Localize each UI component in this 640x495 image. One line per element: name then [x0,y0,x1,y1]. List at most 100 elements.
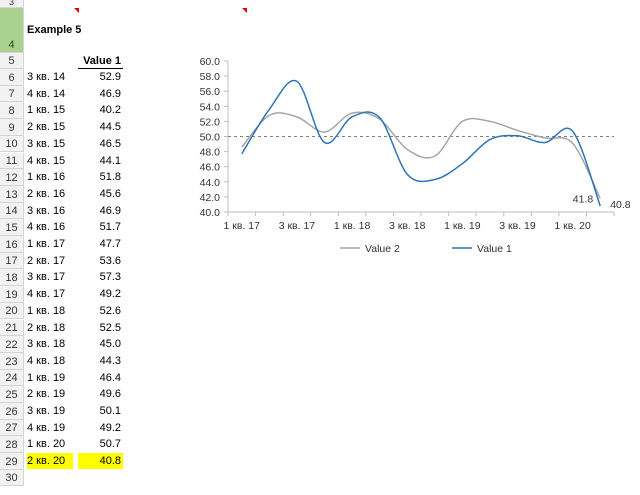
legend-label: Value 1 [477,243,512,255]
period-cell[interactable]: 1 кв. 16 [27,171,66,184]
period-cell[interactable]: 1 кв. 15 [27,104,66,117]
period-cell[interactable]: 4 кв. 15 [27,154,66,167]
period-cell[interactable]: 2 кв. 18 [27,321,66,334]
value-cell[interactable]: 46.4 [99,371,121,384]
y-tick-label: 40.0 [200,207,221,219]
value-cell[interactable]: 40.2 [99,104,121,117]
row-header-25[interactable]: 25 [0,386,24,403]
x-tick-label: 1 кв. 17 [224,220,261,232]
row-header-13[interactable]: 13 [0,185,24,203]
value-cell[interactable]: 46.5 [99,137,121,150]
period-cell[interactable]: 4 кв. 19 [27,421,66,434]
value-cell[interactable]: 44.3 [99,354,121,367]
row-header-10[interactable]: 10 [0,135,24,153]
value-cell[interactable]: 50.1 [99,405,121,417]
y-tick-label: 58.0 [200,71,221,83]
period-cell[interactable]: 2 кв. 20 [27,453,73,470]
row-header-30[interactable]: 30 [0,469,24,487]
row-header-18[interactable]: 18 [0,269,24,287]
value-cell[interactable]: 49.2 [99,288,121,301]
value-cell[interactable]: 44.1 [99,154,121,167]
row-header-15[interactable]: 15 [0,219,24,236]
value-cell[interactable]: 51.8 [99,171,121,184]
period-cell[interactable]: 3 кв. 16 [27,204,66,217]
value-cell[interactable]: 46.9 [99,87,121,100]
period-cell[interactable]: 4 кв. 17 [27,288,66,301]
y-tick-label: 42.0 [200,192,221,204]
comment-indicator[interactable] [242,8,247,13]
value-cell[interactable]: 57.3 [99,271,121,284]
row-header-11[interactable]: 11 [0,152,24,170]
y-tick-label: 54.0 [200,101,221,113]
value-cell[interactable]: 45.0 [99,338,121,351]
y-tick-label: 50.0 [200,132,221,144]
period-cell[interactable]: 2 кв. 17 [27,254,66,267]
row-header-20[interactable]: 20 [0,302,24,320]
value-cell[interactable]: 52.9 [99,71,121,83]
series-line-value-2 [241,111,601,199]
period-cell[interactable]: 1 кв. 17 [27,238,66,250]
row-header-28[interactable]: 28 [0,436,24,454]
row-header-23[interactable]: 23 [0,352,24,370]
row-header-8[interactable]: 8 [0,102,24,120]
period-cell[interactable]: 1 кв. 19 [27,371,66,384]
row-header[interactable]: 3 [0,0,24,8]
value-cell[interactable]: 44.5 [99,121,121,134]
row-header-27[interactable]: 27 [0,419,24,437]
y-tick-label: 48.0 [200,147,221,159]
row-header-6[interactable]: 6 [0,69,24,86]
row-header-24[interactable]: 24 [0,369,24,387]
y-tick-label: 44.0 [200,177,221,189]
period-cell[interactable]: 2 кв. 16 [27,187,66,200]
value-cell[interactable]: 52.5 [99,321,121,334]
period-cell[interactable]: 1 кв. 18 [27,304,66,317]
row-header-7[interactable]: 7 [0,85,24,103]
period-cell[interactable]: 2 кв. 19 [27,388,66,401]
series-line-value-1 [241,79,601,207]
value-cell[interactable]: 49.2 [99,421,121,434]
row-header-17[interactable]: 17 [0,252,24,270]
row-header-19[interactable]: 19 [0,286,24,303]
row-header-14[interactable]: 14 [0,202,24,220]
period-cell[interactable]: 4 кв. 16 [27,221,66,234]
value-cell[interactable]: 45.6 [99,187,121,200]
row-header-4[interactable]: 4 [0,8,24,53]
value-column-header[interactable]: Value 1 [78,53,123,69]
period-cell[interactable]: 3 кв. 14 [27,71,66,83]
period-cell[interactable]: 3 кв. 19 [27,405,66,417]
row-header-21[interactable]: 21 [0,319,24,337]
period-cell[interactable]: 2 кв. 15 [27,121,66,134]
value-cell[interactable]: 50.7 [99,438,121,451]
y-tick-label: 46.0 [200,162,221,174]
comment-indicator[interactable] [74,8,79,13]
row-header-16[interactable]: 16 [0,236,24,253]
row-header-5[interactable]: 5 [0,53,24,69]
row-header-29[interactable]: 29 [0,453,24,470]
period-cell[interactable]: 4 кв. 18 [27,354,66,367]
value-cell[interactable]: 49.6 [99,388,121,401]
value-cell[interactable]: 51.7 [99,221,121,234]
row-header-12[interactable]: 12 [0,169,24,186]
value-cell[interactable]: 47.7 [99,238,121,250]
data-label: 41.8 [573,193,594,205]
value-cell[interactable]: 53.6 [99,254,121,267]
x-tick-label: 3 кв. 18 [389,220,426,232]
x-tick-label: 1 кв. 18 [334,220,371,232]
period-cell[interactable]: 1 кв. 20 [27,438,66,451]
period-cell[interactable]: 4 кв. 14 [27,87,66,100]
example-title[interactable]: Example 5 [27,24,82,36]
value-cell[interactable]: 40.8 [78,453,123,470]
data-label: 40.8 [610,199,631,211]
value-cell[interactable]: 46.9 [99,204,121,217]
period-cell[interactable]: 3 кв. 18 [27,338,66,351]
row-header-9[interactable]: 9 [0,119,24,136]
period-cell[interactable]: 3 кв. 17 [27,271,66,284]
row-header-26[interactable]: 26 [0,403,24,420]
period-cell[interactable]: 3 кв. 15 [27,137,66,150]
y-tick-label: 52.0 [200,116,221,128]
x-tick-label: 1 кв. 20 [554,220,591,232]
value-cell[interactable]: 52.6 [99,304,121,317]
row-header-22[interactable]: 22 [0,336,24,353]
